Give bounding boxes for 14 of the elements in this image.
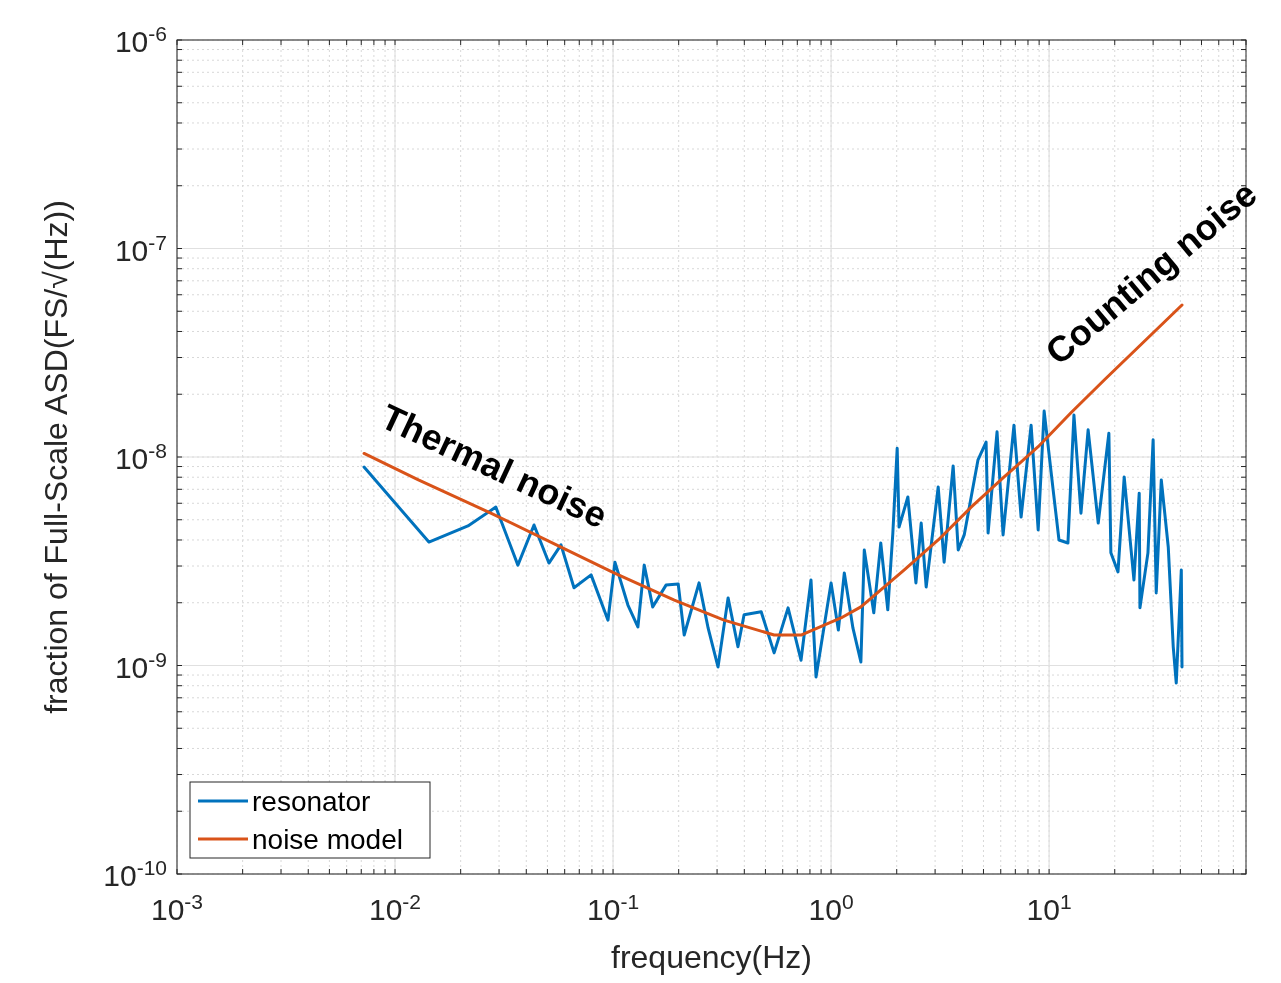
x-tick-label: 10$^{-1}$ (587, 889, 640, 926)
y-tick-label: 10$^{-6}$ (114, 21, 167, 58)
x-tick-label: 10$^{-2}$ (368, 889, 422, 926)
y-axis-title: fraction of Full-Scale ASD(FS/√(Hz)) (38, 200, 74, 714)
legend-label: noise model (252, 824, 403, 855)
x-tick-label: 10$^{0}$ (808, 889, 854, 926)
x-tick-label: 10$^{-3}$ (150, 889, 204, 926)
y-tick-label: 10$^{-10}$ (103, 855, 167, 892)
y-tick-label: 10$^{-9}$ (114, 647, 167, 684)
x-tick-label: 10$^{1}$ (1026, 889, 1072, 926)
y-tick-label: 10$^{-8}$ (114, 438, 167, 475)
y-tick-label: 10$^{-7}$ (114, 230, 167, 267)
legend-label: resonator (252, 786, 371, 817)
x-axis-title: frequency(Hz) (611, 939, 812, 975)
